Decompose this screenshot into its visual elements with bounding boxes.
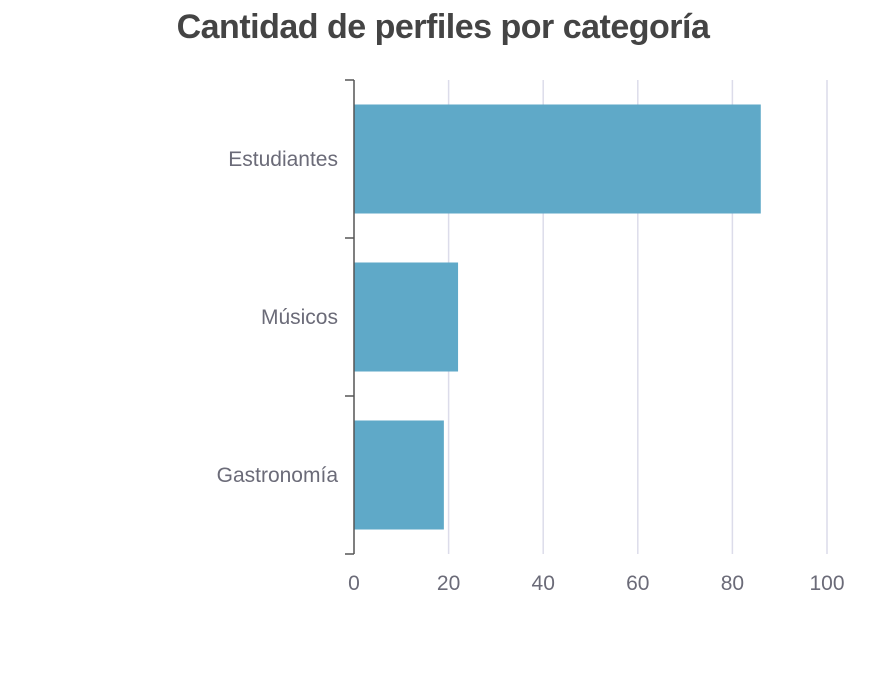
bar[interactable] (354, 104, 761, 214)
y-tick-label: Gastronomía (217, 464, 339, 487)
axes (345, 79, 355, 555)
chart-title: Cantidad de perfiles por categoría (176, 8, 710, 46)
y-tick-label: Estudiantes (228, 148, 338, 171)
x-tick-label: 40 (532, 572, 555, 595)
y-tick-label: Músicos (261, 306, 338, 329)
tick-labels: 0 20 40 60 80 100 Estudiantes Músicos Gastronomí… (217, 148, 845, 595)
x-tick-label: 20 (437, 572, 460, 595)
x-tick-label: 100 (809, 572, 844, 595)
x-tick-label: 60 (626, 572, 649, 595)
x-tick-label: 0 (348, 572, 360, 595)
bar[interactable] (354, 262, 459, 372)
bars (354, 104, 761, 530)
x-tick-label: 80 (721, 572, 744, 595)
bar[interactable] (354, 420, 444, 530)
